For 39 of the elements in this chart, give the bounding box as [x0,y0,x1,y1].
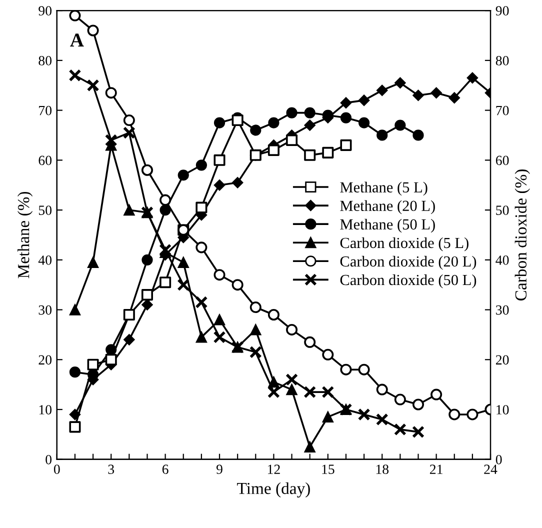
x-tick-label: 15 [322,464,334,474]
y2-tick-label: 90 [496,6,509,16]
x-tick-label: 21 [430,464,442,474]
x-tick-label: 6 [162,464,168,474]
y2-tick-label: 0 [496,454,502,464]
y-tick-label: 70 [39,106,52,116]
y-tick-label: 80 [38,56,52,66]
x-axis-title: Time (day) [237,482,310,498]
y-tick-label: 0 [46,454,52,464]
y-tick-label: 90 [38,6,52,16]
legend-label: Carbon dioxide (5 L) [340,237,468,252]
x-tick-label: 0 [54,464,60,474]
y-tick-label: 20 [38,355,52,365]
x-tick-label: 3 [108,464,114,474]
x-tick-label: 18 [376,464,389,474]
x-tick-label: 12 [268,464,280,474]
y2-tick-label: 60 [496,156,509,166]
y2-tick-label: 30 [496,305,509,315]
annotation: A [70,34,84,46]
y2-axis-title: Carbon dioxide (%) [514,170,530,300]
legend-label: Carbon dioxide (50 L) [340,274,476,288]
y2-tick-label: 70 [496,106,509,116]
y-tick-label: 50 [38,206,52,215]
x-tick-label: 9 [216,464,222,474]
y-tick-label: 60 [38,156,52,166]
y-axis-title: Methane (%) [17,192,33,278]
y2-tick-label: 10 [496,405,509,414]
y-tick-label: 40 [38,255,52,265]
y2-tick-label: 40 [496,255,509,265]
y-tick-label: 10 [39,405,52,414]
legend-label: Methane (20 L) [340,200,435,214]
y2-tick-label: 80 [496,56,509,66]
legend-label: Methane (50 L) [340,218,435,233]
y-tick-label: 30 [38,305,52,315]
legend-label: Methane (5 L) [340,182,428,196]
x-tick-label: 24 [484,464,498,474]
y2-tick-label: 50 [496,206,509,215]
legend-label: Carbon dioxide (20 L) [340,256,476,270]
y2-tick-label: 20 [496,355,509,365]
